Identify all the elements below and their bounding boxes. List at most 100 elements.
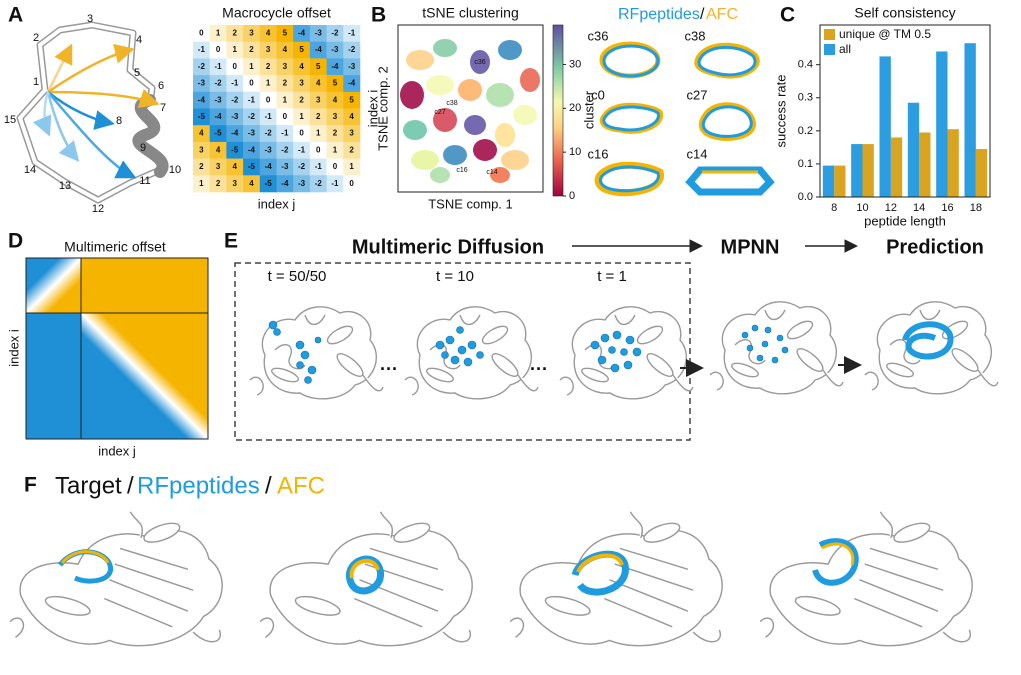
heatmap-cell (326, 158, 344, 176)
multimeric-offset-matrix (25, 257, 209, 440)
heatmap-cell (243, 58, 261, 76)
residue-label: 2 (33, 32, 39, 44)
bar (851, 144, 863, 197)
heatmap-cell (193, 158, 210, 176)
heatmap-cell (259, 91, 277, 109)
heatmap-cell (309, 108, 327, 126)
title-slash: / (127, 472, 134, 499)
cell-value: -3 (231, 112, 239, 121)
heatmap-cell (259, 175, 277, 193)
x-axis-label: index j (98, 443, 136, 458)
heatmap-cell (276, 58, 294, 76)
cell-value: -4 (298, 28, 306, 37)
heatmap-cell (193, 125, 210, 143)
cell-value: 3 (299, 79, 304, 88)
heatmap-cell (226, 125, 244, 143)
y-tick-label: 0.3 (798, 92, 813, 104)
heatmap-cell (293, 75, 311, 93)
cell-value: -3 (281, 162, 289, 171)
residue-label: 13 (59, 180, 71, 192)
cell-value: 2 (233, 28, 238, 37)
cell-value: -5 (265, 179, 273, 188)
heatmap-cell (293, 125, 311, 143)
heatmap-cell (326, 175, 344, 193)
residue-label: 14 (24, 164, 36, 176)
heatmap-cell (343, 25, 361, 42)
step-label: MPNN (721, 236, 780, 258)
cell-value: 0 (349, 179, 354, 188)
bar (947, 129, 959, 197)
cell-value: 5 (349, 95, 354, 104)
point-label: c14 (486, 169, 497, 176)
cell-value: 3 (283, 62, 288, 71)
legend-swatch (824, 29, 835, 40)
timestep-label: t = 1 (597, 268, 627, 285)
heatmap-cell (193, 75, 210, 93)
cell-value: 2 (283, 79, 288, 88)
cell-value: 0 (216, 45, 221, 54)
cell-value: -4 (281, 179, 289, 188)
heatmap-cell (209, 75, 227, 93)
tsne-blobs (400, 39, 540, 183)
cell-value: 1 (333, 145, 338, 154)
cell-value: -1 (315, 162, 323, 171)
heatmap-cell (293, 141, 311, 159)
colorbar-tick-label: 10 (569, 146, 581, 158)
cell-value: 4 (249, 179, 254, 188)
cell-value: 1 (299, 112, 304, 121)
heatmap-cell (226, 141, 244, 159)
residue-label: 7 (160, 102, 166, 114)
cell-value: 2 (249, 45, 254, 54)
cluster-label: c14 (687, 146, 708, 161)
cell-value: -4 (315, 45, 323, 54)
heatmap-cell (309, 75, 327, 93)
cell-value: 5 (316, 62, 321, 71)
bar (834, 165, 846, 197)
cell-value: 4 (333, 95, 338, 104)
cell-value: 3 (216, 162, 221, 171)
bar (919, 132, 931, 197)
diffusion-box (234, 262, 691, 441)
cell-value: 2 (199, 162, 204, 171)
cell-value: 0 (316, 145, 321, 154)
cell-value: 0 (266, 95, 271, 104)
heatmap-cell (259, 25, 277, 42)
chart-title: tSNE clustering (422, 5, 518, 21)
cell-value: 1 (266, 79, 271, 88)
heatmap-cell (309, 58, 327, 76)
x-tick-label: 14 (913, 202, 925, 214)
cell-value: 3 (199, 145, 204, 154)
cell-value: 3 (333, 112, 338, 121)
svg-text:···: ··· (530, 359, 548, 379)
cell-value: 5 (299, 45, 304, 54)
cell-value: -2 (348, 45, 356, 54)
x-axis-label: TSNE comp. 1 (428, 196, 513, 211)
step-label: Multimeric Diffusion (352, 236, 544, 258)
svg-text:···: ··· (380, 359, 398, 379)
heatmap-cell (243, 41, 261, 59)
cell-value: 0 (333, 162, 338, 171)
cell-value: 2 (216, 179, 221, 188)
heatmap-cell (293, 175, 311, 193)
cell-value: 4 (299, 62, 304, 71)
cluster-label: c38 (685, 28, 706, 43)
heatmap-cell (243, 75, 261, 93)
cell-value: -4 (214, 112, 222, 121)
heatmap-cell (309, 158, 327, 176)
panel-label: E (224, 230, 238, 253)
heatmap-cell (276, 175, 294, 193)
cell-value: -4 (348, 79, 356, 88)
cell-value: -4 (248, 145, 256, 154)
cell-value: -4 (198, 95, 206, 104)
heatmap-cell (276, 125, 294, 143)
heatmap-cell (326, 58, 344, 76)
cell-value: 1 (349, 162, 354, 171)
residue-label: 6 (158, 80, 164, 92)
heatmap-cell (326, 91, 344, 109)
heatmap-cell (193, 25, 210, 42)
chart-title: Self consistency (854, 5, 955, 21)
cell-value: 0 (199, 28, 204, 37)
heatmap-cell (276, 41, 294, 59)
heatmap-cell (243, 141, 261, 159)
